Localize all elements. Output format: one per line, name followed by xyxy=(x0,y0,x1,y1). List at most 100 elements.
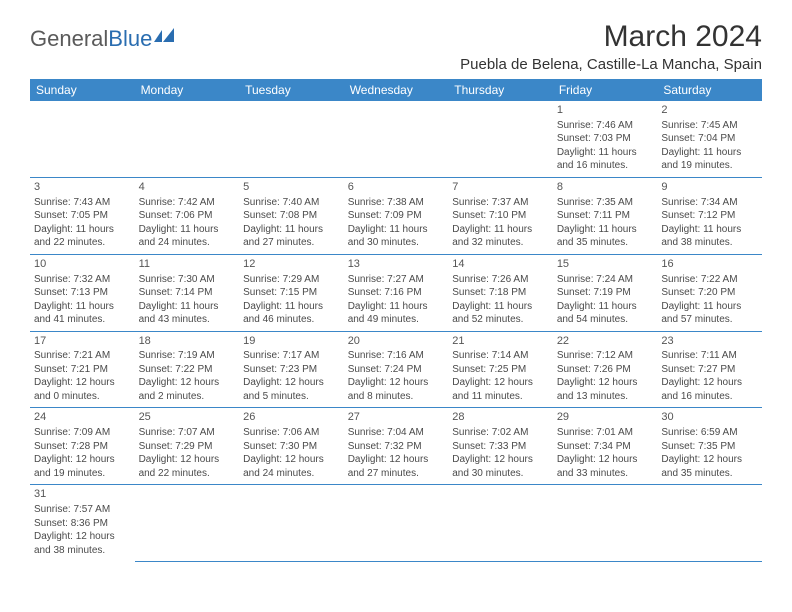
daylight-value: 11 hours and 24 minutes. xyxy=(139,224,219,249)
calendar-cell-empty xyxy=(344,485,449,561)
daylight-line: Daylight: 11 hours and 43 minutes. xyxy=(139,300,236,327)
sunset-value: 7:06 PM xyxy=(175,210,212,221)
day-number: 19 xyxy=(243,334,340,349)
daylight-value: 11 hours and 16 minutes. xyxy=(557,147,637,172)
daylight-line: Daylight: 12 hours and 5 minutes. xyxy=(243,376,340,403)
sunrise-value: 7:11 AM xyxy=(701,350,737,361)
sunrise-line: Sunrise: 7:35 AM xyxy=(557,196,654,210)
calendar-cell-empty xyxy=(553,485,658,561)
calendar-cell: 24Sunrise: 7:09 AMSunset: 7:28 PMDayligh… xyxy=(30,408,135,485)
sunset-value: 7:12 PM xyxy=(698,210,735,221)
sunset-value: 7:29 PM xyxy=(175,441,212,452)
day-header: Wednesday xyxy=(344,79,449,101)
sunrise-line: Sunrise: 7:57 AM xyxy=(34,503,131,517)
sunset-line: Sunset: 7:18 PM xyxy=(452,286,549,300)
day-number: 11 xyxy=(139,257,236,272)
sunset-value: 7:08 PM xyxy=(280,210,317,221)
daylight-line: Daylight: 11 hours and 57 minutes. xyxy=(661,300,758,327)
day-number: 31 xyxy=(34,487,131,502)
day-number: 2 xyxy=(661,103,758,118)
day-number: 23 xyxy=(661,334,758,349)
sunset-value: 7:34 PM xyxy=(594,441,631,452)
day-number: 12 xyxy=(243,257,340,272)
day-number: 28 xyxy=(452,410,549,425)
calendar-cell-empty xyxy=(448,485,553,561)
sunset-line: Sunset: 7:25 PM xyxy=(452,363,549,377)
sunrise-value: 7:01 AM xyxy=(596,427,633,438)
calendar-cell: 9Sunrise: 7:34 AMSunset: 7:12 PMDaylight… xyxy=(657,177,762,254)
day-number: 4 xyxy=(139,180,236,195)
sunrise-line: Sunrise: 7:04 AM xyxy=(348,426,445,440)
daylight-line: Daylight: 11 hours and 35 minutes. xyxy=(557,223,654,250)
calendar-cell-empty xyxy=(448,101,553,177)
sunset-line: Sunset: 7:04 PM xyxy=(661,132,758,146)
sunrise-value: 7:30 AM xyxy=(178,274,215,285)
daylight-line: Daylight: 12 hours and 13 minutes. xyxy=(557,376,654,403)
sunset-line: Sunset: 7:33 PM xyxy=(452,440,549,454)
calendar-cell: 16Sunrise: 7:22 AMSunset: 7:20 PMDayligh… xyxy=(657,254,762,331)
daylight-line: Daylight: 11 hours and 46 minutes. xyxy=(243,300,340,327)
sunset-line: Sunset: 7:34 PM xyxy=(557,440,654,454)
sunrise-value: 7:06 AM xyxy=(283,427,320,438)
sunset-value: 7:28 PM xyxy=(71,441,108,452)
flag-icon xyxy=(154,26,180,52)
daylight-value: 11 hours and 27 minutes. xyxy=(243,224,323,249)
calendar-cell: 17Sunrise: 7:21 AMSunset: 7:21 PMDayligh… xyxy=(30,331,135,408)
daylight-value: 12 hours and 30 minutes. xyxy=(452,454,533,479)
daylight-line: Daylight: 12 hours and 27 minutes. xyxy=(348,453,445,480)
day-number: 29 xyxy=(557,410,654,425)
sunset-value: 7:11 PM xyxy=(594,210,631,221)
day-number: 9 xyxy=(661,180,758,195)
daylight-value: 12 hours and 8 minutes. xyxy=(348,377,429,402)
day-number: 6 xyxy=(348,180,445,195)
day-header: Saturday xyxy=(657,79,762,101)
day-number: 18 xyxy=(139,334,236,349)
sunset-value: 7:05 PM xyxy=(71,210,108,221)
daylight-line: Daylight: 12 hours and 33 minutes. xyxy=(557,453,654,480)
sunset-value: 7:04 PM xyxy=(698,133,735,144)
daylight-value: 11 hours and 49 minutes. xyxy=(348,301,428,326)
sunset-line: Sunset: 7:05 PM xyxy=(34,209,131,223)
sunset-value: 7:09 PM xyxy=(384,210,421,221)
day-header: Friday xyxy=(553,79,658,101)
sunrise-line: Sunrise: 7:02 AM xyxy=(452,426,549,440)
daylight-value: 12 hours and 35 minutes. xyxy=(661,454,742,479)
sunrise-value: 7:45 AM xyxy=(701,120,738,131)
sunset-value: 7:03 PM xyxy=(594,133,631,144)
sunrise-value: 7:24 AM xyxy=(596,274,633,285)
sunrise-value: 7:26 AM xyxy=(492,274,529,285)
calendar-cell: 11Sunrise: 7:30 AMSunset: 7:14 PMDayligh… xyxy=(135,254,240,331)
daylight-value: 12 hours and 16 minutes. xyxy=(661,377,742,402)
calendar-cell-empty xyxy=(239,485,344,561)
day-header: Sunday xyxy=(30,79,135,101)
sunrise-line: Sunrise: 7:22 AM xyxy=(661,273,758,287)
sunrise-value: 7:42 AM xyxy=(178,197,215,208)
sunset-line: Sunset: 8:36 PM xyxy=(34,517,131,531)
daylight-value: 12 hours and 0 minutes. xyxy=(34,377,115,402)
sunrise-value: 7:34 AM xyxy=(701,197,738,208)
daylight-line: Daylight: 11 hours and 30 minutes. xyxy=(348,223,445,250)
daylight-value: 11 hours and 19 minutes. xyxy=(661,147,741,172)
calendar-cell: 27Sunrise: 7:04 AMSunset: 7:32 PMDayligh… xyxy=(344,408,449,485)
sunset-value: 7:20 PM xyxy=(698,287,735,298)
sunrise-line: Sunrise: 6:59 AM xyxy=(661,426,758,440)
sunrise-line: Sunrise: 7:12 AM xyxy=(557,349,654,363)
daylight-value: 12 hours and 19 minutes. xyxy=(34,454,115,479)
calendar-cell: 26Sunrise: 7:06 AMSunset: 7:30 PMDayligh… xyxy=(239,408,344,485)
sunset-value: 7:24 PM xyxy=(384,364,421,375)
sunrise-line: Sunrise: 7:30 AM xyxy=(139,273,236,287)
day-header: Thursday xyxy=(448,79,553,101)
sunset-line: Sunset: 7:26 PM xyxy=(557,363,654,377)
sunrise-line: Sunrise: 7:24 AM xyxy=(557,273,654,287)
sunrise-line: Sunrise: 7:01 AM xyxy=(557,426,654,440)
daylight-value: 11 hours and 38 minutes. xyxy=(661,224,741,249)
calendar-cell: 21Sunrise: 7:14 AMSunset: 7:25 PMDayligh… xyxy=(448,331,553,408)
sunrise-line: Sunrise: 7:19 AM xyxy=(139,349,236,363)
sunset-line: Sunset: 7:32 PM xyxy=(348,440,445,454)
day-number: 15 xyxy=(557,257,654,272)
daylight-line: Daylight: 11 hours and 19 minutes. xyxy=(661,146,758,173)
sunset-line: Sunset: 7:13 PM xyxy=(34,286,131,300)
sunset-line: Sunset: 7:30 PM xyxy=(243,440,340,454)
sunset-line: Sunset: 7:14 PM xyxy=(139,286,236,300)
sunset-line: Sunset: 7:09 PM xyxy=(348,209,445,223)
